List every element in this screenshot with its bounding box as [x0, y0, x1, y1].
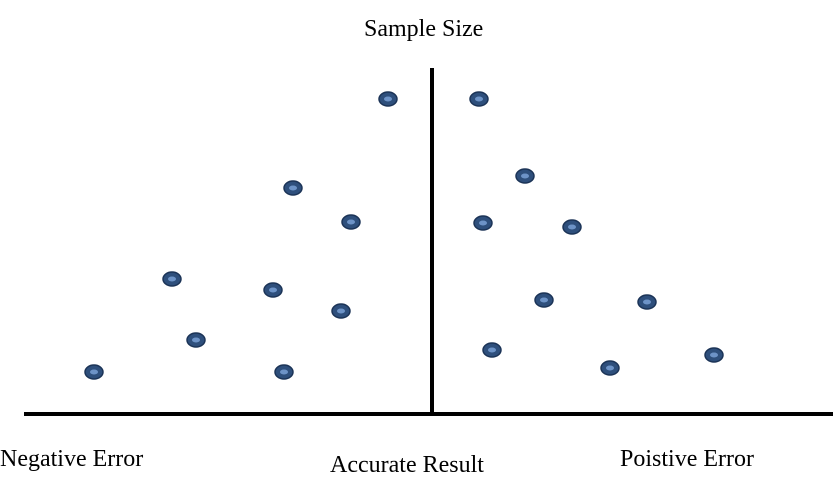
data-point — [378, 91, 398, 107]
data-point — [637, 294, 657, 310]
data-point — [482, 342, 502, 358]
data-points-layer — [84, 91, 724, 380]
accurate-result-label: Accurate Result — [330, 452, 484, 478]
data-point — [162, 271, 182, 287]
data-point — [186, 332, 206, 348]
data-point — [600, 360, 620, 376]
data-point — [469, 91, 489, 107]
data-point — [263, 282, 283, 298]
data-point — [515, 168, 535, 184]
data-point — [274, 364, 294, 380]
data-point — [562, 219, 582, 235]
sample-size-label: Sample Size — [364, 16, 484, 42]
data-point — [283, 180, 303, 196]
data-point — [331, 303, 351, 319]
data-point — [84, 364, 104, 380]
data-point — [704, 347, 724, 363]
negative-error-label: Negative Error — [0, 446, 144, 472]
data-point — [341, 214, 361, 230]
positive-error-label: Poistive Error — [620, 446, 754, 472]
data-point — [534, 292, 554, 308]
data-point — [473, 215, 493, 231]
